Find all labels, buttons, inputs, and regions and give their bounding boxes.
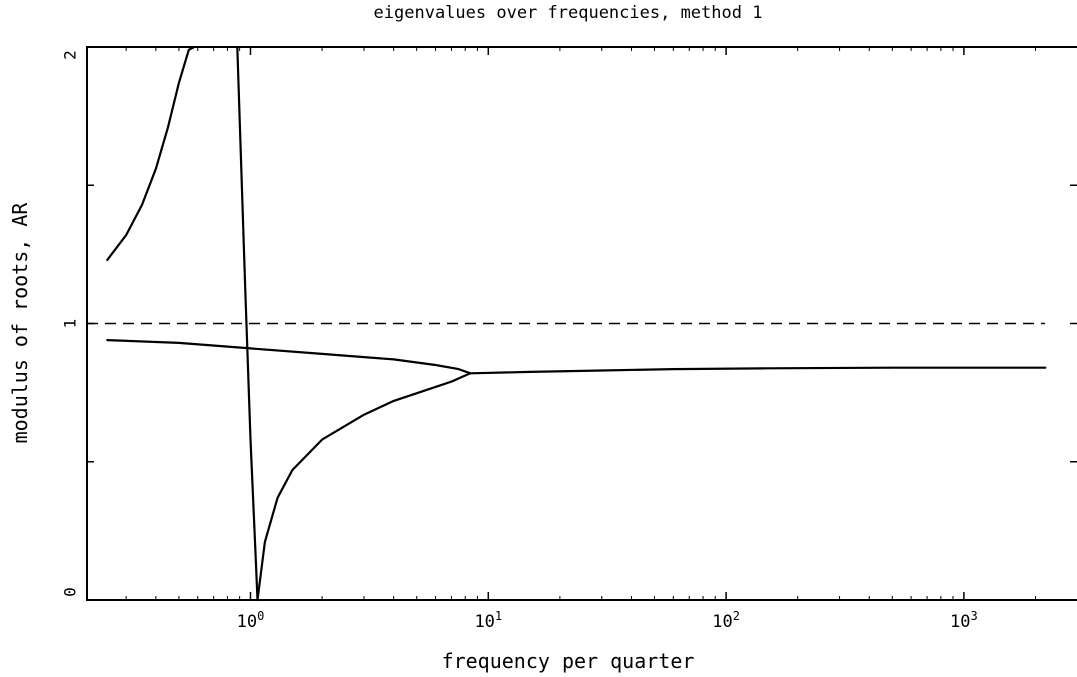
series-curve-1 (106, 45, 196, 261)
x-tick-label: 100 (237, 609, 265, 632)
series-curve-5 (469, 366, 1047, 375)
chart-title: eigenvalues over frequencies, method 1 (374, 3, 763, 23)
y-tick-label: 1 (61, 319, 80, 329)
x-tick-label: 102 (712, 609, 740, 632)
series-curve-2 (236, 45, 259, 602)
series-curve-4 (106, 339, 472, 375)
x-tick-label: 103 (950, 609, 978, 632)
x-tick-label: 101 (474, 609, 502, 632)
y-tick-label: 0 (61, 587, 80, 597)
x-axis-label: frequency per quarter (442, 649, 695, 673)
series-curve-3 (256, 372, 472, 602)
y-axis-label: modulus of roots, AR (8, 202, 32, 444)
y-tick-label: 2 (61, 50, 80, 60)
